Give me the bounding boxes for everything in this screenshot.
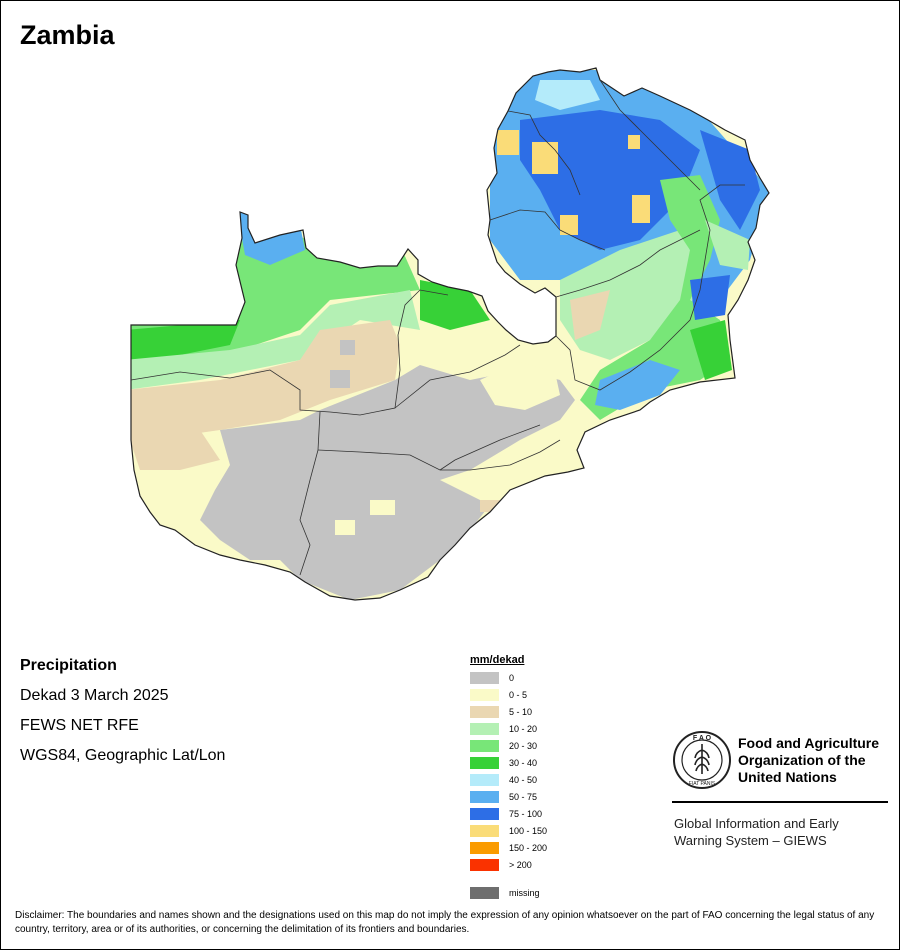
rain-zone-20-30	[580, 175, 730, 420]
legend-item: > 200	[470, 858, 532, 871]
legend-label: 5 - 10	[509, 706, 533, 717]
legend-item: 10 - 20	[470, 722, 537, 735]
rain-zone-10-20	[705, 220, 750, 270]
fao-logo-motto: FIAT PANIS	[689, 781, 716, 787]
map-title: Zambia	[20, 20, 115, 50]
legend-item: 20 - 30	[470, 739, 537, 752]
rain-zone-5-10	[131, 320, 400, 450]
legend-swatch	[470, 773, 499, 786]
legend-swatch	[470, 756, 499, 769]
legend-title: mm/dekad	[470, 654, 525, 666]
precipitation-map	[130, 67, 770, 601]
projection-label: WGS84, Geographic Lat/Lon	[20, 747, 226, 764]
legend-swatch	[470, 790, 499, 803]
legend-swatch	[470, 688, 499, 701]
rain-zone-75-100	[690, 275, 730, 320]
legend-item: 150 - 200	[470, 841, 547, 854]
legend-item-missing: missing	[470, 886, 540, 899]
rain-zone-5-10	[570, 290, 610, 340]
legend-label: 75 - 100	[509, 808, 543, 819]
rain-zone-40-50	[535, 80, 600, 110]
rain-zone-30-40	[420, 280, 490, 330]
disclaimer-text: Disclaimer: The boundaries and names sho…	[15, 910, 875, 935]
legend-item: 5 - 10	[470, 705, 532, 718]
rain-zone-0	[340, 340, 355, 355]
rain-zone-100-150	[560, 215, 578, 235]
rain-zone-100-150	[632, 195, 650, 223]
legend-item: 40 - 50	[470, 773, 537, 786]
rain-zone-50-75	[595, 360, 680, 410]
legend-label: 10 - 20	[509, 723, 538, 734]
rain-zone-0-5	[335, 520, 355, 535]
legend-label: 20 - 30	[509, 740, 538, 751]
rain-zone-0	[330, 370, 350, 388]
legend-item: 30 - 40	[470, 756, 537, 769]
fao-logo: F A O FIAT PANIS	[673, 731, 731, 789]
legend-swatch	[470, 739, 499, 752]
period-label: Dekad 3 March 2025	[20, 687, 169, 704]
legend-label: 0 - 5	[509, 689, 528, 700]
rain-zone-30-40	[690, 320, 732, 380]
legend-swatch	[470, 671, 499, 684]
fao-organization-name: Food and Agriculture Organization of the…	[738, 735, 880, 785]
legend-item: 50 - 75	[470, 790, 537, 803]
legend-swatch	[470, 705, 499, 718]
legend-label: > 200	[509, 859, 532, 870]
rain-zone-100-150	[628, 135, 640, 149]
legend-swatch	[470, 841, 499, 854]
rain-zone-10-20	[131, 290, 420, 390]
fao-logo-letters: F A O	[693, 735, 712, 742]
legend-label: 0	[509, 672, 515, 683]
source-label: FEWS NET RFE	[20, 717, 139, 734]
legend-item: 0	[470, 671, 514, 684]
legend-label: missing	[509, 887, 540, 898]
legend-item: 100 - 150	[470, 824, 547, 837]
fao-divider	[672, 801, 888, 803]
rain-zone-100-150	[497, 130, 519, 155]
rain-zone-30-40	[131, 320, 240, 365]
legend-label: 100 - 150	[509, 825, 548, 836]
rain-zone-0	[200, 365, 575, 600]
rain-zone-100-150	[532, 142, 558, 174]
legend-label: 30 - 40	[509, 757, 538, 768]
legend-item: 0 - 5	[470, 688, 527, 701]
giews-label: Global Information and Early Warning Sys…	[674, 816, 839, 848]
legend-label: 150 - 200	[509, 842, 548, 853]
rain-zone-0-5	[370, 500, 395, 515]
rain-zone-5-10	[131, 430, 220, 470]
legend-swatch	[470, 824, 499, 837]
legend-swatch	[470, 858, 499, 871]
legend-swatch	[470, 722, 499, 735]
rain-zone-75-100	[700, 130, 760, 230]
legend-swatch	[470, 807, 499, 820]
legend-item: 75 - 100	[470, 807, 542, 820]
legend-swatch	[470, 886, 499, 899]
rain-zone-0-5	[480, 362, 560, 410]
rain-zone-5-10	[480, 500, 500, 512]
variable-label: Precipitation	[20, 657, 117, 674]
legend-label: 40 - 50	[509, 774, 538, 785]
legend-label: 50 - 75	[509, 791, 538, 802]
